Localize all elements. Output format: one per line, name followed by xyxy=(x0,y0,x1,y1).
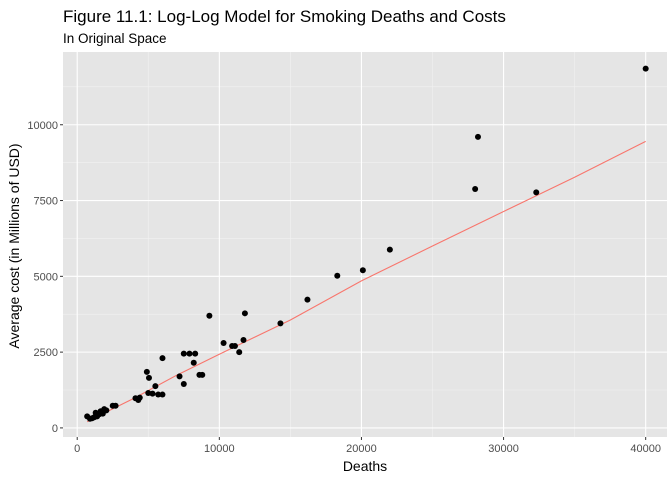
data-point xyxy=(149,390,156,397)
data-point xyxy=(192,350,199,357)
data-point xyxy=(206,312,213,319)
data-point xyxy=(241,310,248,317)
data-points xyxy=(84,65,649,422)
data-point xyxy=(143,368,150,375)
y-tick-label: 5000 xyxy=(34,271,58,283)
data-point xyxy=(533,189,540,196)
y-tick-label: 7500 xyxy=(34,196,58,208)
x-tick-label: 40000 xyxy=(630,443,661,455)
data-point xyxy=(277,320,284,327)
data-point xyxy=(240,336,247,343)
data-point xyxy=(180,350,187,357)
x-tick-label: 0 xyxy=(74,443,80,455)
chart-title: Figure 11.1: Log-Log Model for Smoking D… xyxy=(63,7,506,26)
data-point xyxy=(236,349,243,356)
data-point xyxy=(220,340,227,347)
data-point xyxy=(334,272,341,279)
data-point xyxy=(159,391,166,398)
data-point xyxy=(472,186,479,193)
data-point xyxy=(386,246,393,253)
x-tick-label: 10000 xyxy=(204,443,235,455)
chart-subtitle: In Original Space xyxy=(63,31,167,46)
data-point xyxy=(199,371,206,378)
data-point xyxy=(155,391,162,398)
major-gridlines xyxy=(63,52,667,437)
y-tick-label: 2500 xyxy=(34,347,58,359)
data-point xyxy=(103,407,110,414)
data-point xyxy=(474,133,481,140)
fit-line xyxy=(86,140,646,423)
data-point xyxy=(152,383,159,390)
data-point xyxy=(112,402,119,409)
data-point xyxy=(159,355,166,362)
data-point xyxy=(642,65,649,72)
y-axis-title: Average cost (in Millions of USD) xyxy=(6,143,22,348)
data-point xyxy=(304,296,311,303)
minor-gridlines xyxy=(63,52,667,437)
plot-panel xyxy=(63,52,667,437)
x-axis-title: Deaths xyxy=(343,458,387,474)
data-point xyxy=(180,380,187,387)
data-point xyxy=(190,359,197,366)
data-point xyxy=(231,343,238,350)
data-point xyxy=(176,373,183,380)
y-tick-label: 10000 xyxy=(27,120,58,132)
data-point xyxy=(145,374,152,381)
y-tick-label: 0 xyxy=(52,423,58,435)
data-point xyxy=(359,267,366,274)
data-point xyxy=(136,394,143,401)
x-tick-label: 20000 xyxy=(346,443,377,455)
x-axis-ticks: 0 10000 20000 30000 40000 xyxy=(74,437,661,455)
data-point xyxy=(186,350,193,357)
x-tick-label: 30000 xyxy=(488,443,519,455)
y-axis-ticks: 0 2500 5000 7500 10000 xyxy=(27,120,63,435)
